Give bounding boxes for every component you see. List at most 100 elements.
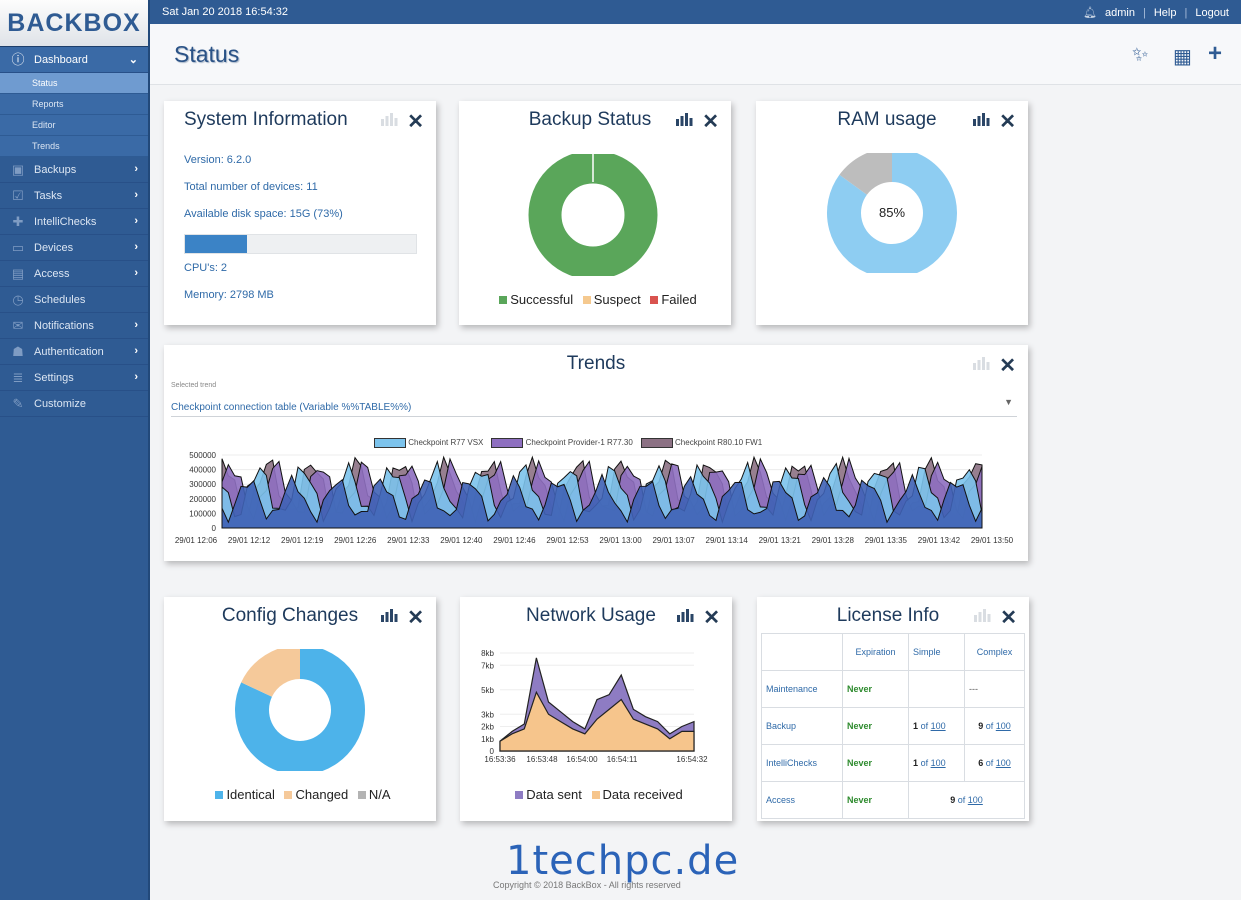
- simple-max-link[interactable]: 100: [930, 721, 946, 731]
- close-icon[interactable]: ✕: [407, 111, 424, 133]
- grid-icon[interactable]: ▦: [1173, 46, 1192, 68]
- license-simple: [908, 670, 966, 708]
- y-tick-label: 5kb: [481, 686, 494, 695]
- sidebar-item-devices[interactable]: ▭ Devices ›: [0, 235, 148, 261]
- datetime: Sat Jan 20 2018 16:54:32: [162, 6, 288, 18]
- x-tick-label: 29/01 13:28: [812, 536, 855, 545]
- license-complex: 6 of 100: [964, 744, 1025, 782]
- config-changes-panel: Config Changes ✕ Identical Changed N/A: [164, 597, 436, 821]
- caret-down-icon: ▼: [1004, 397, 1013, 407]
- ram-percent-label: 85%: [878, 205, 906, 220]
- chevron-right-icon: ›: [134, 345, 138, 357]
- license-complex: 9 of 100: [964, 707, 1025, 745]
- x-tick-label: 29/01 12:40: [440, 536, 483, 545]
- sidebar-item-dashboard[interactable]: ⓘ Dashboard ⌄: [0, 47, 148, 73]
- close-icon[interactable]: ✕: [703, 607, 720, 629]
- column-header: Expiration: [841, 633, 910, 671]
- panel-title: System Information: [184, 109, 348, 130]
- logo[interactable]: BACKBOX: [0, 0, 148, 47]
- trends-panel: Trends ✕ Selected trend Checkpoint conne…: [164, 345, 1028, 561]
- x-tick-label: 29/01 12:33: [387, 536, 430, 545]
- close-icon[interactable]: ✕: [702, 111, 719, 133]
- sidebar-item-customize[interactable]: ✎ Customize: [0, 391, 148, 417]
- sidebar-item-authentication[interactable]: ☗ Authentication ›: [0, 339, 148, 365]
- panel-title: License Info: [836, 605, 940, 626]
- x-tick-label: 29/01 12:19: [281, 536, 324, 545]
- close-icon[interactable]: ✕: [999, 355, 1016, 377]
- of-text: of: [985, 758, 994, 768]
- separator: |: [1143, 6, 1146, 19]
- x-tick-label: 29/01 13:14: [706, 536, 749, 545]
- page-header: Status ✨︎ ▦ +: [150, 24, 1241, 85]
- panel-title: Config Changes: [221, 605, 359, 626]
- chevron-right-icon: ›: [134, 371, 138, 383]
- memory-text: Memory: 2798 MB: [184, 289, 274, 301]
- complex-max-link[interactable]: 100: [995, 721, 1011, 731]
- sidebar-item-notifications[interactable]: ✉ Notifications ›: [0, 313, 148, 339]
- simple-count: 1: [913, 758, 919, 768]
- complex-max-link[interactable]: 100: [995, 758, 1011, 768]
- series-area-base: [221, 472, 983, 529]
- legend-label: Checkpoint Provider-1 R77.30: [525, 438, 633, 448]
- ram-usage-panel: RAM usage ✕ 85%: [756, 101, 1028, 325]
- bar-chart-icon[interactable]: [381, 113, 398, 126]
- bar-chart-icon[interactable]: [676, 113, 693, 126]
- magic-wand-icon[interactable]: ✨︎: [1132, 44, 1149, 66]
- logout-link[interactable]: Logout: [1195, 6, 1229, 19]
- chevron-down-icon: ⌄: [128, 54, 138, 66]
- sidebar-item-label: Authentication: [34, 345, 104, 358]
- sidebar-item-label: Backups: [34, 163, 77, 176]
- license-expiration: Never: [841, 744, 910, 782]
- sidebar-subitem-trends[interactable]: Trends: [0, 136, 148, 157]
- x-tick-label: 29/01 13:42: [918, 536, 961, 545]
- watermark: 1techpc.de: [506, 838, 740, 884]
- sidebar-item-backups[interactable]: ▣ Backups ›: [0, 157, 148, 183]
- bell-icon[interactable]: 🔔︎: [1083, 7, 1098, 19]
- legend-label: Changed: [295, 787, 349, 802]
- add-icon[interactable]: +: [1208, 40, 1223, 67]
- table-row: Maintenance Never ---: [761, 670, 1025, 708]
- legend-swatch: [499, 296, 508, 304]
- expiration-value: Never: [847, 795, 873, 805]
- y-tick-label: 400000: [189, 466, 216, 475]
- bar-chart-icon[interactable]: [381, 609, 398, 622]
- close-icon[interactable]: ✕: [407, 607, 424, 629]
- trend-select[interactable]: Checkpoint connection table (Variable %%…: [171, 397, 1017, 417]
- bar-chart-icon[interactable]: [677, 609, 694, 622]
- panel-title: RAM usage: [837, 109, 937, 130]
- network-legend: Data sent Data received: [460, 787, 732, 802]
- help-link[interactable]: Help: [1153, 6, 1177, 19]
- x-tick-label: 16:54:00: [566, 755, 598, 764]
- trends-chart: 0 100000 200000 300000 400000 500000 29/01 12:…: [175, 451, 1014, 545]
- merged-max-link[interactable]: 100: [967, 795, 983, 805]
- legend-swatch: [515, 791, 524, 799]
- sidebar-subitem-editor[interactable]: Editor: [0, 115, 148, 136]
- chevron-right-icon: ›: [134, 319, 138, 331]
- complex-count: 6: [978, 758, 984, 768]
- sidebar-subitem-status[interactable]: Status: [0, 73, 148, 94]
- network-chart: 0 1kb 2kb 3kb 5kb 7kb 8kb 16:53:36 16:53:48 16:54…: [481, 649, 708, 764]
- close-icon[interactable]: ✕: [1000, 607, 1017, 629]
- license-merged: 9 of 100: [908, 781, 1025, 819]
- simple-max-link[interactable]: 100: [930, 758, 946, 768]
- user-link[interactable]: admin: [1105, 6, 1135, 19]
- close-icon[interactable]: ✕: [999, 111, 1016, 133]
- sidebar-item-access[interactable]: ▤ Access ›: [0, 261, 148, 287]
- bar-chart-icon[interactable]: [973, 357, 990, 370]
- bar-chart-icon[interactable]: [974, 609, 991, 622]
- x-tick-label: 16:54:32: [676, 755, 708, 764]
- clock-icon: ◷: [12, 292, 24, 307]
- trend-select-value: Checkpoint connection table (Variable %%…: [171, 402, 412, 413]
- donut-slice-identical: [235, 649, 365, 771]
- sidebar-item-tasks[interactable]: ☑ Tasks ›: [0, 183, 148, 209]
- license-simple: 1 of 100: [908, 744, 966, 782]
- sidebar-item-settings[interactable]: ≣ Settings ›: [0, 365, 148, 391]
- bar-chart-icon[interactable]: [973, 113, 990, 126]
- sidebar-item-intellichecks[interactable]: ✚ IntelliChecks ›: [0, 209, 148, 235]
- sidebar-subitem-reports[interactable]: Reports: [0, 94, 148, 115]
- y-tick-label: 0: [212, 524, 217, 533]
- y-tick-label: 8kb: [481, 649, 494, 658]
- x-tick-label: 16:54:11: [607, 755, 638, 764]
- sidebar-item-schedules[interactable]: ◷ Schedules: [0, 287, 148, 313]
- legend-item: Checkpoint Provider-1 R77.30: [491, 438, 633, 448]
